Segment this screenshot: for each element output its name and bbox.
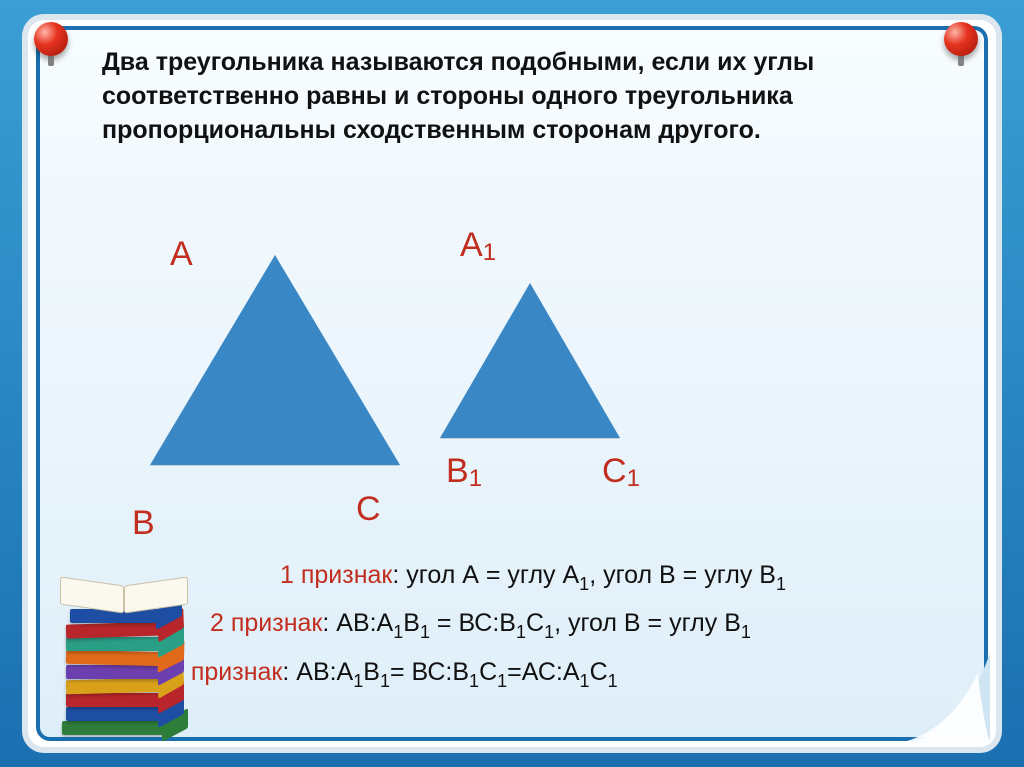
- triangle-abc: [150, 255, 400, 465]
- criterion-1: 1 признак: угол А = углу А1, угол В = уг…: [170, 552, 944, 600]
- page-curl-icon: [900, 653, 990, 743]
- slide-inner-frame: Два треугольника называются подобными, е…: [36, 26, 988, 741]
- criterion-3: 3 признак: АВ:А1В1= ВС:В1С1=АС:А1С1: [170, 649, 944, 697]
- vertex-label-b: В: [132, 504, 155, 543]
- criterion-2-body: : АВ:А1В1 = ВС:В1С1, угол В = углу В1: [322, 609, 751, 637]
- vertex-c1-letter: С: [602, 452, 627, 490]
- vertex-b1-letter: В: [446, 452, 469, 490]
- vertex-label-a: А: [170, 235, 193, 274]
- open-book-icon: [60, 581, 188, 613]
- vertex-label-c1: С1: [602, 452, 640, 491]
- vertex-label-b1: В1: [446, 452, 482, 491]
- criterion-2-label: 2 признак: [210, 609, 322, 637]
- definition-text: Два треугольника называются подобными, е…: [102, 46, 922, 147]
- vertex-b1-sub: 1: [469, 465, 482, 492]
- triangle-a1b1c1: [440, 283, 620, 438]
- pushpin-right-icon: [944, 22, 990, 68]
- vertex-c1-sub: 1: [627, 465, 640, 492]
- vertex-label-c: С: [356, 490, 381, 529]
- criterion-1-label: 1 признак: [280, 561, 392, 589]
- criterion-2: 2 признак: АВ:А1В1 = ВС:В1С1, угол В = у…: [170, 600, 944, 648]
- criterion-1-body: : угол А = углу А1, угол В = углу В1: [392, 561, 786, 589]
- pushpin-left-icon: [34, 22, 80, 68]
- criterion-3-body: : АВ:А1В1= ВС:В1С1=АС:А1С1: [282, 658, 617, 686]
- vertex-a1-sub: 1: [483, 239, 496, 266]
- vertex-label-a1: А1: [460, 226, 496, 265]
- similarity-criteria-list: 1 признак: угол А = углу А1, угол В = уг…: [170, 552, 944, 697]
- vertex-a1-letter: А: [460, 226, 483, 264]
- slide-outer-frame: Два треугольника называются подобными, е…: [22, 14, 1002, 753]
- book-stack-icon: [56, 577, 196, 737]
